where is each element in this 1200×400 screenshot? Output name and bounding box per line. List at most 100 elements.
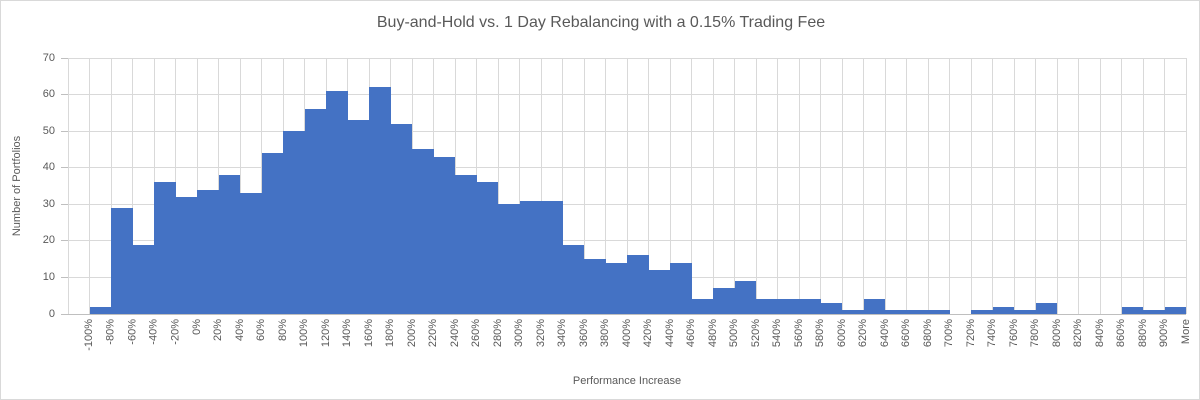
bar-300% <box>498 204 520 314</box>
bar-480% <box>691 299 713 314</box>
bar-160% <box>347 120 369 314</box>
y-tick-mark <box>61 57 68 59</box>
v-gridline <box>132 58 133 314</box>
bar-780% <box>1014 310 1036 314</box>
y-tick-label: 0 <box>48 307 55 320</box>
bar-240% <box>433 156 455 314</box>
x-tick-label: 620% <box>857 319 870 348</box>
x-tick-label: 420% <box>642 319 655 348</box>
v-gridline <box>712 58 714 314</box>
bar-580% <box>799 299 821 314</box>
x-tick-label: 840% <box>1093 319 1106 348</box>
x-tick-label: -40% <box>147 319 160 345</box>
x-tick-label: -60% <box>126 319 139 345</box>
bar-80% <box>261 153 283 314</box>
x-tick-label: 0% <box>190 319 203 335</box>
bar-40% <box>218 175 240 314</box>
bar-More <box>1164 306 1186 314</box>
x-tick-label: 300% <box>513 319 526 348</box>
chart-title: Buy-and-Hold vs. 1 Day Rebalancing with … <box>376 14 826 31</box>
v-gridline <box>1164 58 1165 314</box>
v-gridline <box>648 58 649 314</box>
v-gridline <box>67 58 69 314</box>
v-gridline <box>605 58 606 314</box>
x-tick-label: 320% <box>534 319 547 348</box>
bar-680% <box>906 310 928 314</box>
y-tick-mark <box>61 94 68 96</box>
bar-740% <box>971 310 993 314</box>
y-tick-label: 20 <box>42 234 55 247</box>
bar-0% <box>175 196 197 314</box>
v-gridline <box>1121 58 1122 314</box>
x-tick-label: 500% <box>728 319 741 348</box>
y-tick-mark <box>61 276 68 278</box>
y-tick-mark <box>61 203 68 205</box>
bar-140% <box>326 90 348 314</box>
x-tick-label: 380% <box>599 319 612 348</box>
bar-20% <box>197 189 219 314</box>
x-tick-label: 240% <box>448 319 461 348</box>
y-tick-mark <box>61 240 68 242</box>
bar-520% <box>734 281 756 314</box>
x-tick-label: 640% <box>878 319 891 348</box>
v-gridline <box>906 58 907 314</box>
v-gridline <box>110 58 112 314</box>
x-tick-label: 880% <box>1136 319 1149 348</box>
v-gridline <box>669 58 671 314</box>
y-tick-label: 70 <box>42 51 55 64</box>
bar-460% <box>670 262 692 314</box>
x-tick-label: 860% <box>1115 319 1128 348</box>
bar-220% <box>412 149 434 314</box>
bar-900% <box>1143 310 1165 314</box>
v-gridline <box>196 58 198 314</box>
bar-420% <box>627 255 649 314</box>
x-tick-label: 780% <box>1029 319 1042 348</box>
y-tick-mark <box>61 167 68 169</box>
x-tick-label: 820% <box>1072 319 1085 348</box>
bar-180% <box>369 87 391 314</box>
v-gridline <box>1099 58 1101 314</box>
v-gridline <box>626 58 628 314</box>
v-gridline <box>1185 58 1187 314</box>
x-tick-label: 180% <box>384 319 397 348</box>
v-gridline <box>863 58 864 314</box>
v-gridline <box>949 58 950 314</box>
v-gridline <box>89 58 90 314</box>
bar-640% <box>863 299 885 314</box>
y-tick-label: 60 <box>42 88 55 101</box>
bar-320% <box>519 200 541 314</box>
x-axis-line <box>68 313 1186 315</box>
bar-880% <box>1121 306 1143 314</box>
bar-340% <box>541 200 563 314</box>
x-tick-label: 740% <box>986 319 999 348</box>
bar-360% <box>562 244 584 314</box>
y-tick-label: 30 <box>42 197 55 210</box>
x-tick-label: 260% <box>470 319 483 348</box>
v-gridline <box>540 58 542 314</box>
v-gridline <box>992 58 993 314</box>
y-tick-label: 40 <box>42 161 55 174</box>
v-gridline <box>884 58 886 314</box>
x-tick-label: More <box>1179 319 1192 345</box>
bar--60% <box>111 207 133 314</box>
x-tick-label: -100% <box>83 319 96 351</box>
v-gridline <box>519 58 520 314</box>
x-tick-label: 680% <box>921 319 934 348</box>
bar-660% <box>885 310 907 314</box>
bar--40% <box>132 244 154 314</box>
x-tick-label: 760% <box>1007 319 1020 348</box>
x-tick-label: 220% <box>427 319 440 348</box>
x-tick-label: 340% <box>556 319 569 348</box>
bar-500% <box>713 288 735 314</box>
x-tick-label: 560% <box>792 319 805 348</box>
bar-280% <box>476 182 498 314</box>
bar-560% <box>777 299 799 314</box>
x-axis-title: Performance Increase <box>572 375 682 387</box>
bar--20% <box>154 182 176 314</box>
x-tick-label: 20% <box>212 319 225 342</box>
x-tick-label: 280% <box>491 319 504 348</box>
v-gridline <box>583 58 585 314</box>
bar-540% <box>756 299 778 314</box>
v-gridline <box>755 58 757 314</box>
